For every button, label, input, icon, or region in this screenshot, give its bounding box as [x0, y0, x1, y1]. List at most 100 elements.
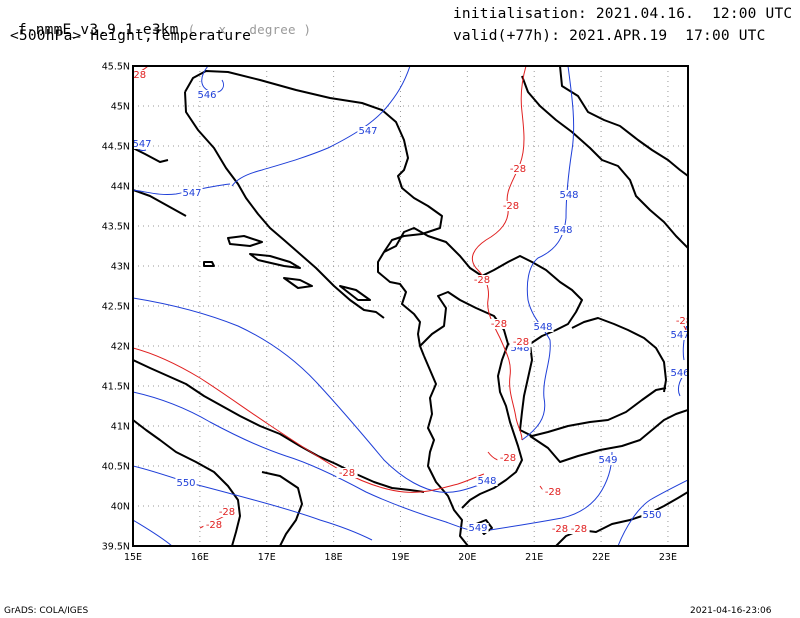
- height-contour-label: 547: [132, 139, 151, 150]
- height-contour-label: 548: [533, 322, 552, 333]
- height-contour-label: 548: [559, 190, 578, 201]
- height-contour-label: 547: [182, 188, 201, 199]
- island-4: [203, 261, 215, 267]
- temperature-contour-label-bg: [488, 319, 510, 329]
- height-contour-label: 548: [510, 343, 529, 354]
- height-contour-label: 546: [670, 368, 689, 379]
- y-tick-label: 39.5N: [102, 542, 130, 553]
- temperature-contour-label: -28: [510, 164, 526, 175]
- temperature-contour-label-bg: [203, 520, 225, 530]
- temperature-contour-label-bg: [133, 70, 149, 80]
- north-border: [521, 75, 688, 249]
- height-contour-label-bg: [597, 455, 619, 465]
- bulgaria-border: [571, 317, 667, 393]
- height-contour-label-bg: [532, 322, 554, 332]
- contour-labels: 546 547 547 547 548 548 548 548 548 549 549 550 550 5…: [130, 70, 692, 535]
- y-tick-label: 42N: [111, 342, 130, 353]
- height-contour-label-bg: [196, 90, 218, 100]
- units-label: ( . x . degree ): [187, 22, 312, 37]
- albania-east: [461, 343, 523, 509]
- valid-time: valid(+77h): 2021.APR.19 17:00 UTC: [453, 28, 766, 44]
- temperature-contour-label: -28: [676, 316, 692, 327]
- temperature-contour-label-bg: [336, 468, 358, 478]
- y-tick-label: 40.5N: [102, 462, 130, 473]
- bosnia-border: [383, 227, 583, 345]
- footer-credit: GrADS: COLA/IGES: [4, 606, 89, 616]
- temperature-contour-label: -28: [571, 524, 587, 535]
- height-contour-label-bg: [641, 510, 663, 520]
- italy-toe: [261, 471, 303, 546]
- x-axis-ticks: 15E 16E 17E 18E 19E 20E 21E 22E 23E: [124, 552, 677, 563]
- temperature-contour-label-bg: [673, 316, 688, 326]
- y-tick-label: 45.5N: [102, 62, 130, 73]
- dalmatia-coast: [184, 91, 385, 319]
- x-tick-label: 22E: [592, 552, 610, 563]
- coastlines-borders: [133, 66, 688, 546]
- height-contour-label: 547: [670, 330, 689, 341]
- height-contour-label-bg: [467, 523, 489, 533]
- x-tick-label: 19E: [391, 552, 409, 563]
- temperature-contour-label-bg: [471, 275, 493, 285]
- height-contour-label-bg: [133, 139, 153, 149]
- height-contour-label-bg: [476, 476, 498, 486]
- field-title: <500hPa> Height,Temperature: [10, 28, 252, 44]
- height-contour-label-bg: [509, 343, 531, 353]
- island-3: [283, 277, 313, 289]
- y-tick-label: 43N: [111, 262, 130, 273]
- serbia-north: [559, 66, 688, 177]
- temperature-contour-label: -28: [503, 201, 519, 212]
- x-tick-label: 23E: [659, 552, 677, 563]
- temperature-contour-label-bg: [542, 487, 564, 497]
- x-tick-label: 21E: [525, 552, 543, 563]
- height-contour-label: 547: [358, 126, 377, 137]
- temperature-contour-label: -28: [500, 453, 516, 464]
- island-5: [339, 285, 371, 301]
- y-tick-label: 41N: [111, 422, 130, 433]
- temperature-contour-label: -28: [130, 70, 146, 81]
- height-contour-label: 549: [598, 455, 617, 466]
- height-contour-label: 550: [176, 478, 195, 489]
- temperature-contour-label: -28: [491, 319, 507, 330]
- y-tick-label: 43.5N: [102, 222, 130, 233]
- height-contour-label: 546: [197, 90, 216, 101]
- height-contour-label: 548: [553, 225, 572, 236]
- temperature-contour-label-bg: [497, 453, 519, 463]
- height-contour-label-bg: [175, 478, 197, 488]
- temperature-contour-label-bg: [568, 524, 590, 534]
- height-contour-label-bg: [181, 188, 203, 198]
- albania-coast: [423, 355, 469, 546]
- temperature-contour-label: -28: [474, 275, 490, 286]
- y-tick-label: 45N: [111, 102, 130, 113]
- height-contour-label-bg: [552, 225, 574, 235]
- x-tick-label: 20E: [458, 552, 476, 563]
- italy-south-coast: [133, 419, 241, 546]
- temperature-contour-label: -28: [206, 520, 222, 531]
- x-tick-label: 16E: [191, 552, 209, 563]
- height-contour-label-bg: [669, 368, 688, 378]
- footer-timestamp: 2021-04-16-23:06: [690, 606, 772, 616]
- y-axis-ticks: 39.5N 40N 40.5N 41N 41.5N 42N 42.5N 43N 43.5N 44N…: [102, 62, 130, 553]
- istria-coast: [133, 147, 169, 163]
- x-tick-label: 17E: [258, 552, 276, 563]
- x-tick-label: 15E: [124, 552, 142, 563]
- y-tick-label: 44.5N: [102, 142, 130, 153]
- temperature-contour-label: -28: [219, 507, 235, 518]
- y-tick-label: 42.5N: [102, 302, 130, 313]
- height-contour-label: 550: [642, 510, 661, 521]
- temperature-contour-label-bg: [549, 524, 571, 534]
- model-title: f-nmmE_v3.9.1-e3km ( . x . degree ): [17, 22, 312, 38]
- y-tick-label: 44N: [111, 182, 130, 193]
- croatia-coast: [184, 70, 443, 357]
- temperature-contour-label-bg: [507, 164, 529, 174]
- adriatic-north: [133, 189, 187, 217]
- island-1: [227, 235, 263, 247]
- height-contour-label-bg: [357, 126, 379, 136]
- y-tick-label: 41.5N: [102, 382, 130, 393]
- x-tick-label: 18E: [325, 552, 343, 563]
- temperature-contour-label-bg: [500, 201, 522, 211]
- temperature-contour-label-bg: [510, 337, 532, 347]
- plot-frame: [132, 65, 689, 547]
- temperature-contour-label: -28: [552, 524, 568, 535]
- greece-north: [529, 409, 688, 463]
